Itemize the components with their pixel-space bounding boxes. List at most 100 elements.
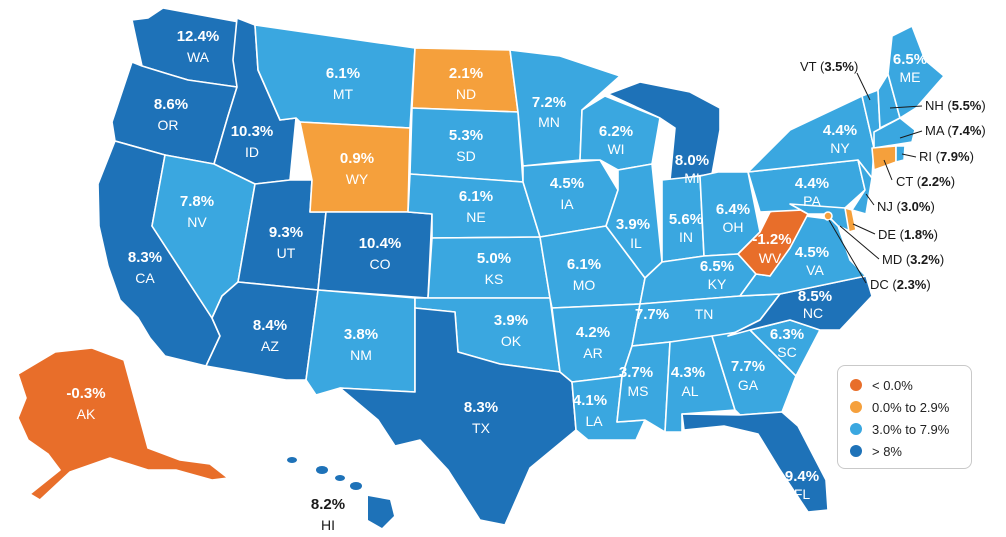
svg-text:NE: NE bbox=[466, 209, 485, 225]
legend-label: 0.0% to 2.9% bbox=[872, 399, 950, 415]
state-DC bbox=[823, 211, 833, 221]
svg-text:9.3%: 9.3% bbox=[269, 224, 303, 241]
svg-text:8.0%: 8.0% bbox=[675, 152, 709, 169]
svg-text:NV: NV bbox=[187, 214, 207, 230]
svg-text:7.7%: 7.7% bbox=[731, 358, 765, 375]
state-TX bbox=[339, 307, 577, 526]
svg-text:SD: SD bbox=[456, 148, 475, 164]
label-IA: 4.5% IA bbox=[550, 175, 584, 212]
state-WY bbox=[299, 121, 411, 213]
svg-text:AL: AL bbox=[681, 383, 698, 399]
svg-text:10.3%: 10.3% bbox=[231, 123, 274, 140]
svg-text:IN: IN bbox=[679, 229, 693, 245]
label-NC: 8.5% NC bbox=[798, 288, 832, 321]
label-MN: 7.2% MN bbox=[532, 94, 566, 130]
callout-DC: DC (2.3%) bbox=[870, 277, 931, 292]
svg-text:NC: NC bbox=[803, 305, 823, 321]
state-NJ bbox=[851, 159, 873, 215]
svg-text:4.5%: 4.5% bbox=[550, 175, 584, 192]
callout-RI: RI (7.9%) bbox=[919, 149, 974, 164]
label-AZ: 8.4% AZ bbox=[253, 317, 287, 354]
svg-text:6.3%: 6.3% bbox=[770, 326, 804, 343]
svg-text:4.3%: 4.3% bbox=[671, 364, 705, 381]
label-SD: 5.3% SD bbox=[449, 127, 483, 164]
svg-text:6.1%: 6.1% bbox=[326, 65, 360, 82]
label-NM: 3.8% NM bbox=[344, 326, 378, 363]
legend: < 0.0% 0.0% to 2.9% 3.0% to 7.9% > 8% bbox=[837, 365, 972, 469]
svg-text:4.1%: 4.1% bbox=[573, 392, 607, 409]
svg-text:KS: KS bbox=[485, 271, 504, 287]
label-MI: 8.0% MI bbox=[675, 152, 709, 186]
svg-text:7.8%: 7.8% bbox=[180, 193, 214, 210]
svg-text:AR: AR bbox=[583, 345, 602, 361]
callout-MA: MA (7.4%) bbox=[925, 123, 986, 138]
legend-item-mid: 3.0% to 7.9% bbox=[850, 418, 971, 440]
svg-text:3.9%: 3.9% bbox=[494, 312, 528, 329]
svg-text:NY: NY bbox=[830, 140, 850, 156]
state-AK bbox=[17, 347, 229, 501]
svg-text:4.4%: 4.4% bbox=[823, 122, 857, 139]
label-SC: 6.3% SC bbox=[770, 326, 804, 360]
svg-text:5.6%: 5.6% bbox=[669, 211, 703, 228]
label-PA: 4.4% PA bbox=[795, 175, 829, 209]
legend-swatch bbox=[850, 445, 862, 457]
svg-text:6.5%: 6.5% bbox=[700, 258, 734, 275]
callout-MD: MD (3.2%) bbox=[882, 252, 944, 267]
svg-text:9.4%: 9.4% bbox=[785, 468, 819, 485]
callout-NJ: NJ (3.0%) bbox=[877, 199, 935, 214]
state-CT bbox=[871, 145, 897, 171]
svg-text:KY: KY bbox=[708, 276, 727, 292]
legend-swatch bbox=[850, 379, 862, 391]
svg-text:IA: IA bbox=[560, 196, 574, 212]
state-SD bbox=[409, 107, 524, 183]
label-KS: 5.0% KS bbox=[477, 250, 511, 287]
svg-text:NM: NM bbox=[350, 347, 372, 363]
label-AK: -0.3% AK bbox=[66, 385, 105, 422]
svg-text:5.0%: 5.0% bbox=[477, 250, 511, 267]
label-VA: 4.5% VA bbox=[795, 244, 829, 278]
callout-VT: VT (3.5%) bbox=[800, 59, 858, 74]
state-ME bbox=[887, 25, 945, 119]
svg-text:ND: ND bbox=[456, 86, 476, 102]
label-TN: 7.7% TN bbox=[635, 306, 713, 323]
svg-text:4.5%: 4.5% bbox=[795, 244, 829, 261]
legend-item-negative: < 0.0% bbox=[850, 374, 971, 396]
svg-text:10.4%: 10.4% bbox=[359, 235, 402, 252]
state-NC bbox=[727, 275, 873, 337]
svg-text:FL: FL bbox=[794, 486, 811, 502]
svg-text:5.3%: 5.3% bbox=[449, 127, 483, 144]
state-DE bbox=[844, 207, 857, 233]
label-AR: 4.2% AR bbox=[576, 324, 610, 361]
legend-label: 3.0% to 7.9% bbox=[872, 421, 950, 437]
svg-text:OH: OH bbox=[723, 219, 744, 235]
svg-text:SC: SC bbox=[777, 344, 796, 360]
svg-text:OK: OK bbox=[501, 333, 522, 349]
svg-text:GA: GA bbox=[738, 377, 759, 393]
svg-text:ID: ID bbox=[245, 144, 259, 160]
svg-text:8.3%: 8.3% bbox=[464, 399, 498, 416]
label-OK: 3.9% OK bbox=[494, 312, 528, 349]
label-FL: 9.4% FL bbox=[785, 468, 819, 502]
callout-leaders bbox=[828, 72, 923, 284]
svg-text:MI: MI bbox=[684, 170, 700, 186]
label-IL: 3.9% IL bbox=[616, 216, 650, 251]
label-UT: 9.3% UT bbox=[269, 224, 303, 261]
svg-text:HI: HI bbox=[321, 517, 335, 533]
svg-text:7.7%: 7.7% bbox=[635, 306, 669, 323]
state-RI bbox=[895, 145, 906, 163]
svg-text:TN: TN bbox=[695, 306, 714, 322]
label-KY: 6.5% KY bbox=[700, 258, 734, 292]
svg-text:AZ: AZ bbox=[261, 338, 279, 354]
label-MT: 6.1% MT bbox=[326, 65, 360, 102]
svg-text:WY: WY bbox=[346, 171, 369, 187]
label-TX: 8.3% TX bbox=[464, 399, 498, 436]
svg-text:WI: WI bbox=[607, 141, 624, 157]
label-WY: 0.9% WY bbox=[340, 150, 374, 187]
svg-text:6.2%: 6.2% bbox=[599, 123, 633, 140]
label-CA: 8.3% CA bbox=[128, 249, 162, 286]
state-CO bbox=[317, 211, 433, 299]
svg-text:6.4%: 6.4% bbox=[716, 201, 750, 218]
svg-text:TX: TX bbox=[472, 420, 491, 436]
svg-text:PA: PA bbox=[803, 193, 821, 209]
